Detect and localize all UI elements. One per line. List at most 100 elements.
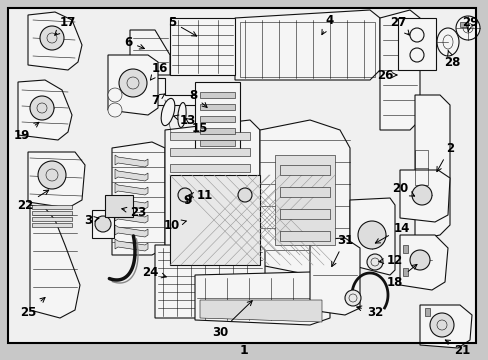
Bar [200,104,235,110]
Polygon shape [235,10,379,80]
Polygon shape [155,245,264,318]
Bar [200,92,235,98]
Text: 9: 9 [183,194,192,207]
Polygon shape [115,169,148,181]
Text: 14: 14 [375,221,409,243]
Text: 26: 26 [376,68,396,81]
Text: 10: 10 [163,219,186,231]
Polygon shape [399,235,447,290]
Circle shape [40,26,64,50]
Bar [280,231,329,241]
Text: 30: 30 [211,301,252,338]
Polygon shape [108,55,158,115]
Bar [280,187,329,197]
Bar [170,132,249,140]
Bar [170,148,249,156]
Bar [92,210,114,238]
Polygon shape [195,82,240,155]
Polygon shape [30,205,80,318]
Text: 28: 28 [443,50,459,68]
Text: 12: 12 [378,253,402,266]
Text: 6: 6 [123,36,144,49]
Polygon shape [115,183,148,195]
Text: 22: 22 [17,190,49,212]
Bar [32,217,72,221]
Polygon shape [170,18,235,75]
Text: 24: 24 [142,266,166,279]
Text: 21: 21 [445,340,469,356]
Bar [424,308,429,316]
Circle shape [178,188,192,202]
Polygon shape [28,12,82,70]
Text: 18: 18 [386,264,416,288]
Text: 15: 15 [185,118,208,135]
Bar [402,245,407,253]
Circle shape [38,161,66,189]
Polygon shape [155,78,200,105]
Polygon shape [115,155,148,167]
Bar [200,140,235,146]
Circle shape [455,16,479,40]
Polygon shape [28,152,85,208]
Circle shape [357,221,385,249]
Bar [170,175,249,255]
Polygon shape [414,95,449,240]
Polygon shape [399,170,449,222]
Text: 13: 13 [173,113,196,126]
Circle shape [30,96,54,120]
Bar [280,165,329,175]
Text: 2: 2 [436,141,453,172]
Circle shape [345,290,360,306]
Bar [200,116,235,122]
Circle shape [238,188,251,202]
Polygon shape [195,272,329,325]
Bar [240,22,374,77]
Circle shape [429,313,453,337]
Polygon shape [18,80,72,140]
Text: 20: 20 [391,181,414,196]
Polygon shape [130,30,170,75]
Bar [170,196,249,204]
Bar [32,211,72,215]
Polygon shape [115,211,148,223]
Text: 19: 19 [14,122,39,141]
Ellipse shape [161,98,175,126]
Text: 8: 8 [188,89,207,107]
Text: 31: 31 [331,234,352,266]
Text: 11: 11 [188,189,213,202]
Bar [397,18,435,70]
Text: 23: 23 [122,206,146,219]
Polygon shape [419,305,471,348]
Text: 17: 17 [55,15,76,35]
Text: 16: 16 [150,62,168,80]
Polygon shape [164,120,260,265]
Polygon shape [115,239,148,251]
Polygon shape [379,10,419,130]
Circle shape [119,69,147,97]
Ellipse shape [436,28,458,56]
Polygon shape [309,238,359,315]
Polygon shape [170,175,260,265]
Bar [32,205,72,209]
Polygon shape [260,120,349,275]
Polygon shape [349,198,394,275]
Text: 27: 27 [389,15,408,35]
Bar [274,155,334,245]
Text: 25: 25 [20,297,45,319]
Polygon shape [115,197,148,209]
Circle shape [366,254,382,270]
Text: 1: 1 [239,343,248,356]
Text: 5: 5 [167,15,196,36]
Bar [402,268,407,276]
Circle shape [411,185,431,205]
Text: 29: 29 [461,15,477,31]
Circle shape [409,250,429,270]
Circle shape [95,216,111,232]
Text: 32: 32 [356,306,382,319]
Bar [170,180,249,188]
Text: 7: 7 [151,94,164,107]
Ellipse shape [178,103,186,127]
Polygon shape [112,142,164,255]
Circle shape [108,88,122,102]
Polygon shape [115,225,148,237]
